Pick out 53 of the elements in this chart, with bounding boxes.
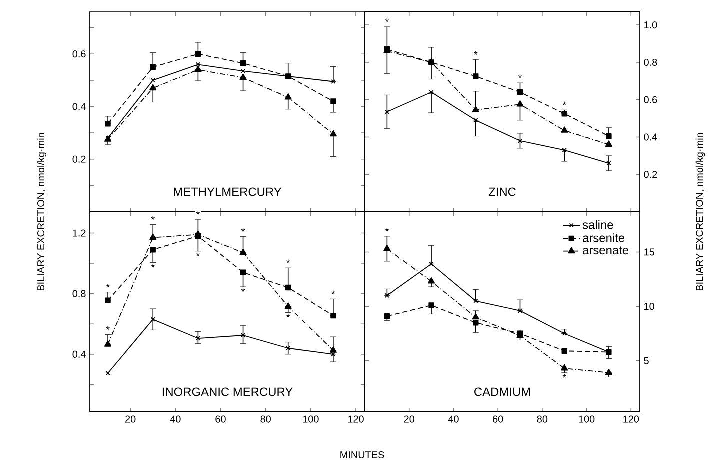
legend-label: arsenite xyxy=(583,234,625,242)
x-axis-title: MINUTES xyxy=(340,451,384,459)
x-tick-label: 60 xyxy=(216,416,226,423)
y-tick-label: 0.4 xyxy=(72,103,86,110)
annotation: * xyxy=(106,284,110,288)
legend-label: arsenate xyxy=(583,246,629,255)
text: INORGANIC MERCURY xyxy=(162,388,293,396)
y-axis-title: BILIARY EXCRETION, nmol/kg·min xyxy=(37,133,47,291)
x-tick-label: 100 xyxy=(303,416,319,423)
annotation: * xyxy=(474,51,478,55)
annotation: * xyxy=(106,326,110,330)
x-tick-label: 80 xyxy=(537,416,548,423)
annotation: * xyxy=(286,314,290,318)
y-tick-label: 0.2 xyxy=(644,171,658,178)
annotation: * xyxy=(332,290,336,294)
annotation: * xyxy=(385,228,389,232)
annotation: * xyxy=(151,216,155,220)
x-tick-label: 20 xyxy=(126,416,136,423)
y-tick-label: 0.8 xyxy=(72,290,86,298)
y-tick-label: 0.2 xyxy=(72,156,86,163)
annotation: * xyxy=(562,102,566,106)
y-axis-title: BILIARY EXCRETION, nmol/kg·min xyxy=(696,133,706,291)
annotation: * xyxy=(242,288,246,292)
y-tick-label: 15 xyxy=(644,248,654,256)
y-tick-label: 0.4 xyxy=(72,350,86,358)
text: METHYLMERCURY xyxy=(174,188,282,196)
y-tick-label: 0.8 xyxy=(644,58,658,66)
annotation: * xyxy=(385,18,389,22)
annotation: * xyxy=(518,74,522,78)
annotation: * xyxy=(151,264,155,268)
y-tick-label: 10 xyxy=(644,303,654,310)
y-tick-label: 0.6 xyxy=(644,96,658,104)
y-tick-label: 0.6 xyxy=(72,50,86,58)
legend-label: saline xyxy=(582,220,614,230)
x-tick-label: 80 xyxy=(260,416,271,423)
y-tick-label: 1.0 xyxy=(644,22,658,29)
y-tick-label: 1.2 xyxy=(73,230,86,237)
x-tick-label: 120 xyxy=(348,416,364,423)
annotation: * xyxy=(562,374,566,378)
x-tick-label: 100 xyxy=(579,416,595,423)
text: ZINC xyxy=(488,188,516,196)
text: CADMIUM xyxy=(474,388,530,396)
y-tick-label: 5 xyxy=(644,357,649,364)
x-tick-label: 20 xyxy=(404,416,415,423)
annotation: * xyxy=(242,228,246,232)
x-tick-label: 40 xyxy=(170,416,181,423)
annotation: * xyxy=(196,252,200,256)
y-tick-label: 0.4 xyxy=(644,134,658,141)
x-tick-label: 40 xyxy=(448,416,459,423)
annotation: * xyxy=(196,211,200,215)
x-tick-label: 60 xyxy=(493,416,504,423)
x-tick-label: 120 xyxy=(624,416,640,423)
annotation: * xyxy=(286,260,290,264)
